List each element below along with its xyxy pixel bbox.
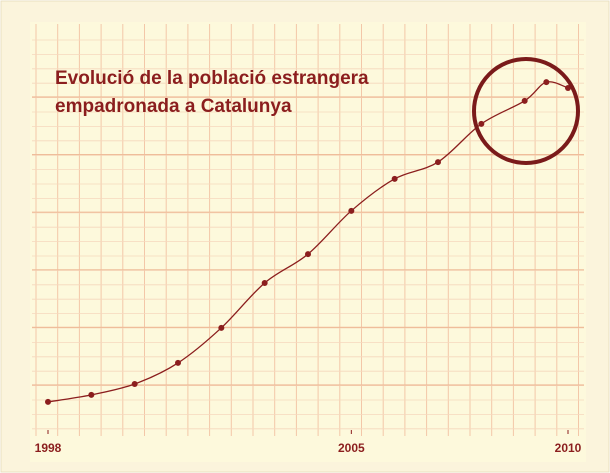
- point: [45, 398, 51, 405]
- point: [348, 207, 355, 214]
- chart-title-line: Evolució de la població estrangera: [55, 68, 369, 89]
- point: [305, 251, 311, 258]
- point: [218, 324, 225, 331]
- point: [175, 359, 181, 366]
- x-tick-label: 1998: [35, 441, 62, 455]
- point: [565, 84, 571, 91]
- point: [435, 159, 441, 166]
- point: [543, 79, 550, 86]
- point: [88, 391, 95, 398]
- point: [521, 97, 528, 104]
- highlight-circle: [472, 57, 580, 165]
- line: [47, 81, 569, 403]
- x-tick-label: 2010: [555, 441, 582, 455]
- point: [261, 279, 268, 286]
- point: [391, 175, 398, 182]
- point: [131, 380, 138, 387]
- grid: [32, 24, 584, 436]
- chart-title-line: empadronada a Catalunya: [55, 96, 292, 117]
- point: [478, 120, 485, 127]
- x-tick-label: 2005: [338, 441, 365, 455]
